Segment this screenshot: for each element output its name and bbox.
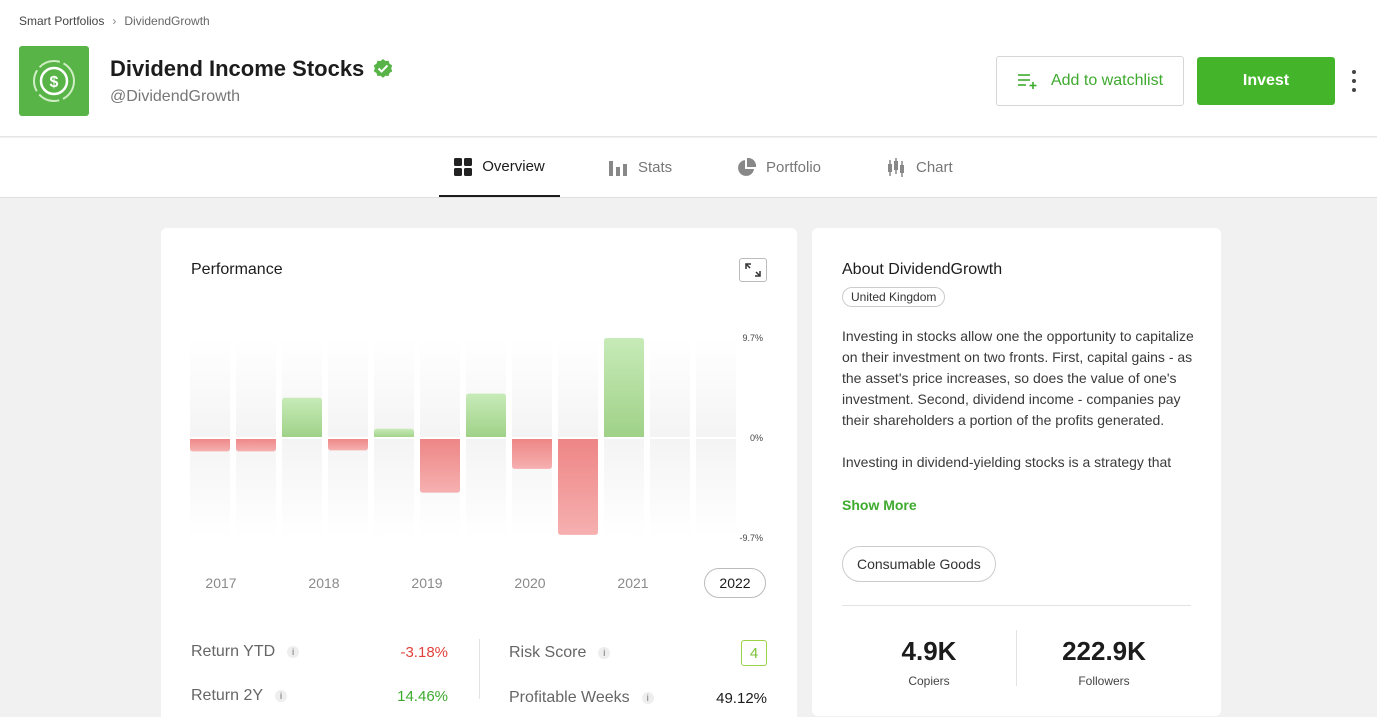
tab-label: Stats <box>638 159 673 176</box>
negative-bar[interactable] <box>558 438 598 535</box>
portfolio-title: Dividend Income Stocks <box>110 56 394 82</box>
show-more-link[interactable]: Show More <box>842 497 917 513</box>
negative-bar[interactable] <box>328 438 368 451</box>
info-icon[interactable]: i <box>287 646 300 658</box>
y-tick-label: -9.7% <box>739 533 763 543</box>
info-icon[interactable]: i <box>641 692 654 704</box>
performance-title: Performance <box>191 261 283 278</box>
more-options-icon[interactable] <box>1346 70 1362 92</box>
positive-bar[interactable] <box>604 338 644 438</box>
chevron-right-icon: › <box>112 14 117 28</box>
positive-bar[interactable] <box>466 393 506 438</box>
info-icon[interactable]: i <box>275 690 288 702</box>
bar-chart-icon <box>609 160 627 176</box>
return-ytd-value: -3.18% <box>400 644 448 661</box>
year-option-2017[interactable]: 2017 <box>205 575 237 591</box>
risk-score-label: Risk Score <box>509 644 587 661</box>
year-option-2020[interactable]: 2020 <box>514 575 546 591</box>
industry-tag[interactable]: Consumable Goods <box>842 546 996 582</box>
tab-bar: Overview Stats Portfolio Chart <box>0 138 1377 198</box>
add-to-watchlist-button[interactable]: Add to watchlist <box>996 56 1184 106</box>
about-divider <box>842 605 1191 606</box>
add-list-icon <box>1017 74 1037 89</box>
expand-icon[interactable] <box>739 258 767 282</box>
verified-badge-icon <box>374 59 393 78</box>
y-tick-label: 0% <box>750 433 763 443</box>
year-option-2019[interactable]: 2019 <box>411 575 443 591</box>
portfolio-name: Dividend Income Stocks <box>110 56 365 81</box>
year-option-2018[interactable]: 2018 <box>308 575 340 591</box>
negative-bar[interactable] <box>420 438 460 493</box>
year-selector: 2017 2018 2019 2020 2021 2022 <box>161 568 797 602</box>
year-option-2022[interactable]: 2022 <box>704 568 766 598</box>
stats-divider <box>479 639 480 699</box>
tab-stats[interactable]: Stats <box>608 138 672 197</box>
dollar-coin-icon: $ <box>33 60 75 102</box>
about-title: About DividendGrowth <box>842 261 1003 278</box>
about-description: Investing in stocks allow one the opport… <box>842 326 1197 494</box>
tab-label: Overview <box>482 158 545 175</box>
risk-score-stat: Risk Score i <box>509 644 611 662</box>
return-ytd-stat: Return YTD i <box>191 643 300 661</box>
invest-button[interactable]: Invest <box>1197 57 1335 105</box>
positive-bar[interactable] <box>282 397 322 438</box>
svg-text:$: $ <box>50 74 59 91</box>
positive-bar[interactable] <box>374 428 414 438</box>
portfolio-header: Smart Portfolios › DividendGrowth $ Divi… <box>0 0 1377 137</box>
watchlist-label: Add to watchlist <box>1050 72 1164 89</box>
risk-score-badge: 4 <box>741 640 767 666</box>
negative-bar[interactable] <box>236 438 276 452</box>
performance-chart: 9.7% 0% -9.7% <box>190 333 763 543</box>
pie-chart-icon <box>738 157 756 176</box>
breadcrumb-current: DividendGrowth <box>124 14 210 28</box>
return-2y-stat: Return 2Y i <box>191 687 288 705</box>
return-ytd-label: Return YTD <box>191 643 276 660</box>
portfolio-logo: $ <box>19 46 89 116</box>
profitable-weeks-stat: Profitable Weeks i <box>509 689 654 707</box>
profitable-weeks-value: 49.12% <box>716 690 767 707</box>
about-card: About DividendGrowth United Kingdom Inve… <box>812 228 1221 716</box>
breadcrumb: Smart Portfolios › DividendGrowth <box>19 14 210 28</box>
profitable-weeks-label: Profitable Weeks <box>509 689 630 706</box>
copiers-count: 4.9K <box>901 636 957 666</box>
copiers-label: Copiers <box>908 674 950 688</box>
negative-bar[interactable] <box>190 438 230 452</box>
tab-chart[interactable]: Chart <box>886 138 953 197</box>
about-paragraph: Investing in dividend-yielding stocks is… <box>842 454 1172 470</box>
country-badge: United Kingdom <box>842 287 946 307</box>
counts-divider <box>1016 630 1017 686</box>
return-2y-label: Return 2Y <box>191 687 264 704</box>
negative-bar[interactable] <box>512 438 552 469</box>
followers-label: Followers <box>1078 674 1130 688</box>
return-2y-value: 14.46% <box>397 688 448 705</box>
breadcrumb-parent-link[interactable]: Smart Portfolios <box>19 14 105 28</box>
tab-overview[interactable]: Overview <box>439 138 560 197</box>
performance-card: Performance 9.7% 0% -9.7% 2017 2018 2019 2020… <box>161 228 797 717</box>
portfolio-handle: @DividendGrowth <box>110 88 241 105</box>
tab-label: Chart <box>916 159 953 176</box>
candlestick-icon <box>888 157 904 177</box>
followers-count: 222.9K <box>1062 636 1146 666</box>
year-option-2021[interactable]: 2021 <box>617 575 649 591</box>
about-paragraph: Investing in stocks allow one the opport… <box>842 328 1194 428</box>
tab-label: Portfolio <box>766 159 822 176</box>
grid-icon <box>454 157 473 176</box>
tab-portfolio[interactable]: Portfolio <box>736 138 821 197</box>
y-tick-label: 9.7% <box>742 333 763 343</box>
info-icon[interactable]: i <box>598 647 611 659</box>
